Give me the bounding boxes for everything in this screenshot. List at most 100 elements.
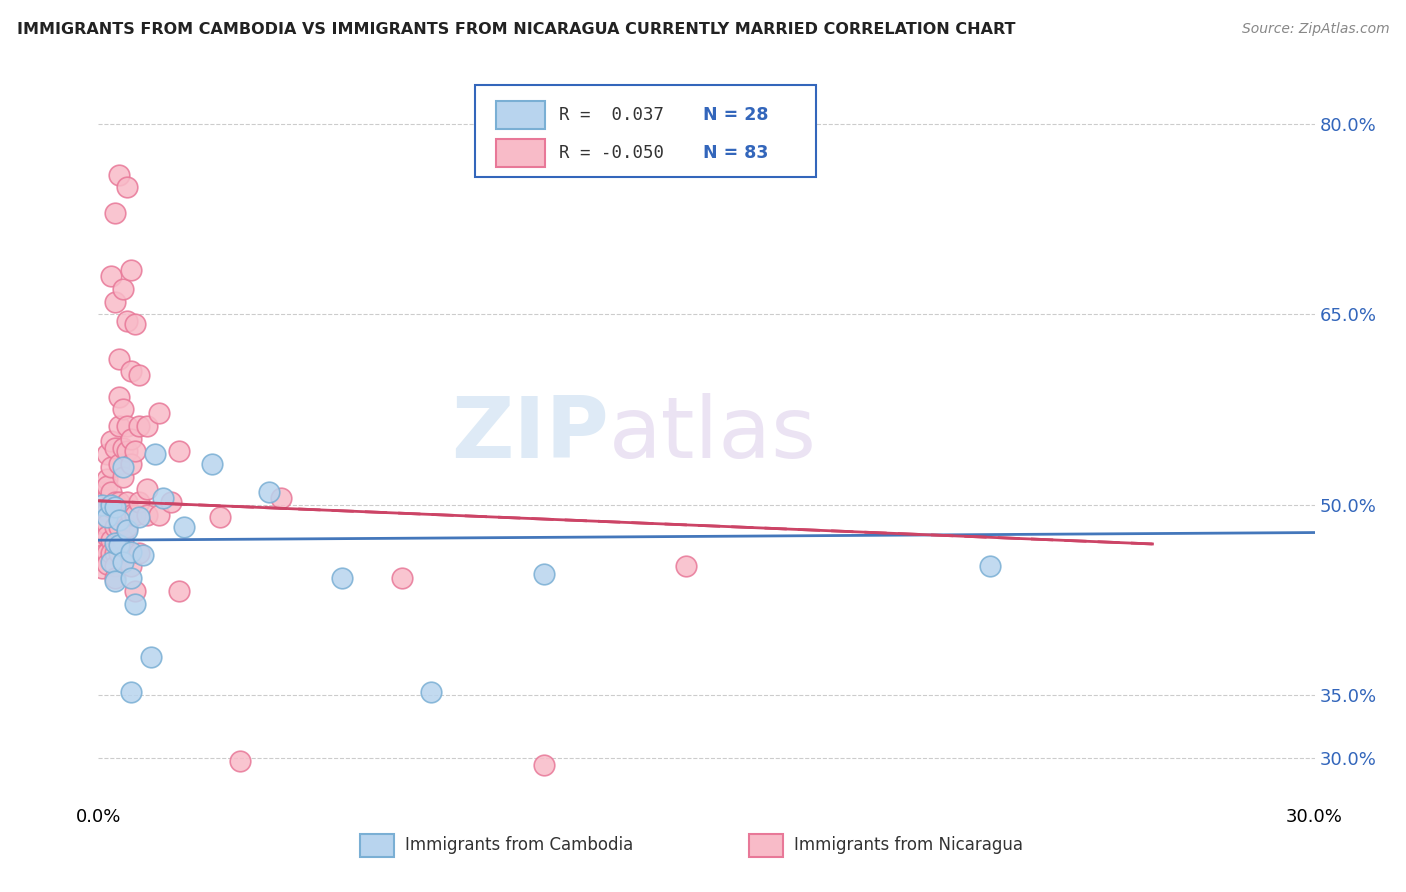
Point: [96, 472, 118, 486]
Point: [107, 513, 129, 527]
Point: [115, 546, 138, 560]
Point: [107, 546, 129, 560]
Point: [115, 313, 138, 327]
Point: [96, 529, 118, 543]
Point: [148, 406, 170, 420]
Point: [128, 368, 150, 383]
Point: [104, 558, 127, 573]
Text: R =  0.037: R = 0.037: [560, 106, 665, 124]
FancyBboxPatch shape: [360, 834, 394, 856]
FancyBboxPatch shape: [475, 86, 815, 178]
Point: [120, 364, 142, 378]
Point: [979, 558, 1001, 573]
Point: [143, 447, 166, 461]
Point: [91, 535, 114, 549]
Point: [115, 419, 138, 434]
Point: [229, 754, 252, 768]
Point: [100, 459, 122, 474]
Point: [91, 498, 114, 512]
Point: [104, 294, 127, 309]
Point: [96, 491, 118, 506]
Point: [100, 434, 122, 449]
Point: [111, 402, 134, 417]
Point: [124, 318, 146, 332]
Point: [120, 263, 142, 277]
FancyBboxPatch shape: [496, 139, 544, 167]
Point: [96, 510, 118, 524]
Point: [91, 485, 114, 500]
Point: [148, 508, 170, 522]
Point: [124, 508, 146, 522]
Point: [136, 419, 159, 434]
FancyBboxPatch shape: [749, 834, 783, 856]
Point: [120, 685, 142, 699]
Point: [169, 583, 191, 598]
Point: [115, 495, 138, 509]
Point: [111, 441, 134, 455]
Point: [96, 478, 118, 492]
Point: [160, 495, 183, 509]
Point: [173, 520, 195, 534]
Point: [136, 508, 159, 522]
Point: [104, 571, 127, 585]
Point: [124, 583, 146, 598]
Text: N = 28: N = 28: [703, 106, 768, 124]
Point: [111, 459, 134, 474]
Point: [209, 510, 232, 524]
Point: [120, 544, 142, 558]
Point: [104, 206, 127, 220]
Point: [104, 495, 127, 509]
Point: [96, 546, 118, 560]
Point: [330, 571, 353, 585]
Point: [270, 491, 292, 506]
Point: [201, 457, 224, 471]
Point: [120, 571, 142, 585]
Point: [107, 419, 129, 434]
Text: atlas: atlas: [609, 393, 817, 476]
Point: [120, 457, 142, 471]
Point: [91, 549, 114, 563]
Point: [104, 546, 127, 560]
Point: [120, 508, 142, 522]
Point: [104, 500, 127, 515]
Point: [391, 571, 413, 585]
Point: [136, 483, 159, 497]
FancyBboxPatch shape: [496, 101, 544, 128]
Point: [128, 419, 150, 434]
Point: [533, 757, 555, 772]
Point: [111, 469, 134, 483]
Point: [91, 510, 114, 524]
Point: [91, 498, 114, 512]
Point: [257, 485, 280, 500]
Point: [152, 491, 174, 506]
Point: [115, 520, 138, 534]
Point: [107, 351, 129, 366]
Point: [169, 444, 191, 458]
Point: [100, 498, 122, 512]
Point: [107, 390, 129, 404]
Point: [124, 597, 146, 611]
Point: [100, 500, 122, 515]
Point: [104, 574, 127, 588]
Point: [96, 504, 118, 518]
Point: [91, 498, 114, 512]
Text: ZIP: ZIP: [451, 393, 609, 476]
Point: [128, 510, 150, 524]
Text: Source: ZipAtlas.com: Source: ZipAtlas.com: [1241, 22, 1389, 37]
Point: [91, 485, 114, 500]
Point: [96, 558, 118, 572]
Point: [107, 168, 129, 182]
Point: [96, 447, 118, 461]
Point: [675, 558, 697, 573]
Point: [100, 269, 122, 284]
Point: [139, 649, 162, 664]
Point: [91, 561, 114, 575]
Point: [104, 441, 127, 455]
Text: R = -0.050: R = -0.050: [560, 144, 665, 162]
Text: Immigrants from Nicaragua: Immigrants from Nicaragua: [794, 837, 1024, 855]
Point: [107, 508, 129, 522]
Point: [107, 520, 129, 534]
Point: [111, 282, 134, 296]
Point: [104, 535, 127, 549]
Text: Immigrants from Cambodia: Immigrants from Cambodia: [405, 837, 633, 855]
